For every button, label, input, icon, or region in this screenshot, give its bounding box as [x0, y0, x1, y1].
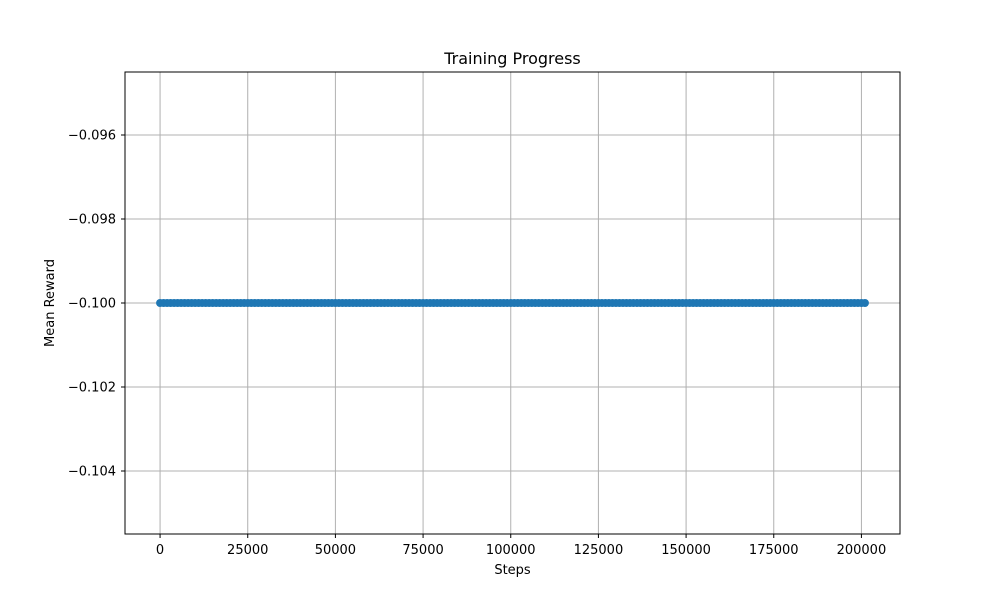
y-tick-label: −0.104 [68, 465, 116, 480]
y-axis-ticks: −0.104 −0.102 −0.100 −0.098 −0.096 [68, 129, 125, 480]
x-tick-label: 75000 [402, 543, 443, 558]
y-tick-label: −0.102 [68, 381, 116, 396]
y-tick-label: −0.098 [68, 213, 116, 228]
y-tick-label: −0.100 [68, 297, 116, 312]
x-tick-label: 25000 [227, 543, 268, 558]
x-axis-ticks: 0 25000 50000 75000 100000 125000 150000 175000… [156, 534, 886, 558]
x-tick-label: 50000 [315, 543, 356, 558]
x-tick-label: 175000 [749, 543, 799, 558]
x-axis-title: Steps [494, 563, 531, 578]
data-series [156, 299, 869, 307]
x-tick-label: 200000 [837, 543, 887, 558]
x-tick-label: 0 [156, 543, 164, 558]
y-tick-label: −0.096 [68, 129, 116, 144]
chart-title: Training Progress [443, 49, 581, 68]
x-tick-label: 150000 [661, 543, 711, 558]
x-tick-label: 100000 [486, 543, 536, 558]
data-point [860, 299, 869, 307]
x-tick-label: 125000 [574, 543, 624, 558]
y-axis-title: Mean Reward [43, 259, 58, 347]
